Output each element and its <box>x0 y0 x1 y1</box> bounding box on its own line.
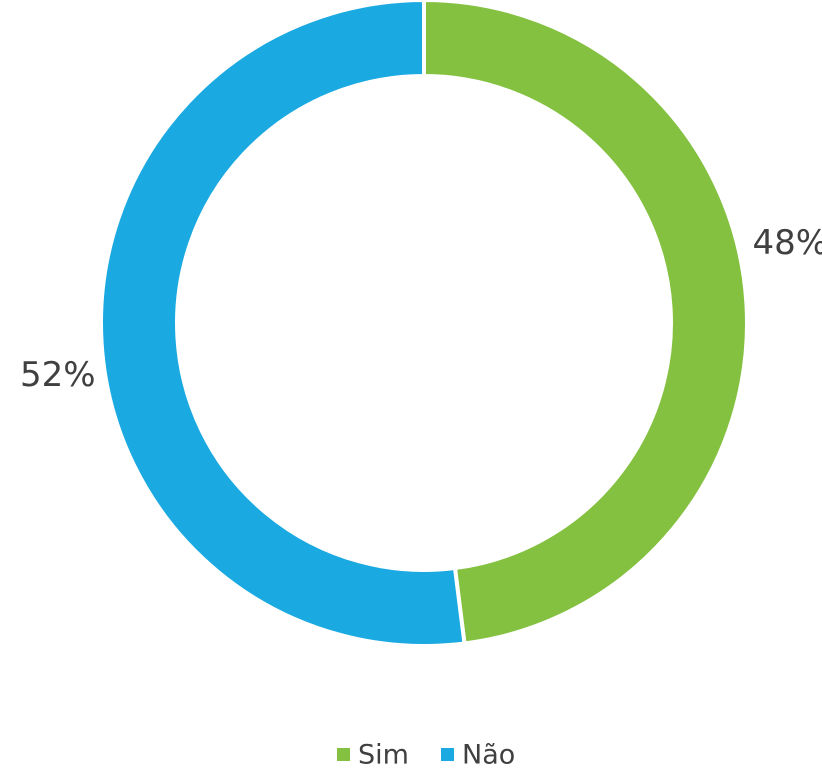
data-label: 52% <box>20 355 96 395</box>
legend-label: Sim <box>358 740 409 771</box>
data-label: 48% <box>752 223 822 263</box>
legend-swatch <box>337 748 350 761</box>
donut-slice <box>99 0 467 648</box>
donut-slice <box>422 0 749 646</box>
legend-label: Não <box>462 740 515 771</box>
legend-swatch <box>441 748 454 761</box>
